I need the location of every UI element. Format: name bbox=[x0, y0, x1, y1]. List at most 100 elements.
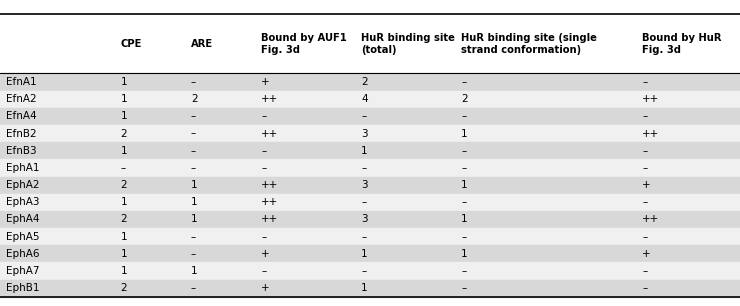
Bar bbox=[0, 14, 740, 73]
Text: –: – bbox=[461, 232, 466, 242]
Text: 1: 1 bbox=[191, 266, 198, 276]
Text: 1: 1 bbox=[121, 94, 127, 104]
Text: HuR binding site
(total): HuR binding site (total) bbox=[361, 33, 455, 54]
Text: 1: 1 bbox=[191, 215, 198, 225]
Bar bbox=[0, 194, 740, 211]
Text: –: – bbox=[642, 111, 648, 121]
Bar bbox=[0, 73, 740, 91]
Text: –: – bbox=[191, 283, 196, 293]
Text: –: – bbox=[261, 146, 266, 156]
Text: –: – bbox=[191, 163, 196, 173]
Text: 1: 1 bbox=[121, 232, 127, 242]
Text: 1: 1 bbox=[191, 197, 198, 207]
Text: 4: 4 bbox=[361, 94, 368, 104]
Text: –: – bbox=[642, 146, 648, 156]
Text: 1: 1 bbox=[461, 215, 468, 225]
Text: 1: 1 bbox=[361, 146, 368, 156]
Text: 1: 1 bbox=[361, 283, 368, 293]
Text: 1: 1 bbox=[121, 111, 127, 121]
Text: –: – bbox=[191, 111, 196, 121]
Text: 1: 1 bbox=[121, 77, 127, 87]
Text: –: – bbox=[261, 111, 266, 121]
Text: 2: 2 bbox=[121, 283, 127, 293]
Text: –: – bbox=[461, 146, 466, 156]
Text: 1: 1 bbox=[121, 266, 127, 276]
Text: CPE: CPE bbox=[121, 39, 142, 49]
Text: ++: ++ bbox=[261, 215, 278, 225]
Text: +: + bbox=[642, 180, 651, 190]
Text: –: – bbox=[261, 232, 266, 242]
Text: –: – bbox=[191, 249, 196, 259]
Text: EphA2: EphA2 bbox=[6, 180, 39, 190]
Text: –: – bbox=[461, 283, 466, 293]
Text: –: – bbox=[642, 163, 648, 173]
Text: +: + bbox=[642, 249, 651, 259]
Text: 1: 1 bbox=[191, 180, 198, 190]
Text: –: – bbox=[361, 111, 366, 121]
Text: EphA3: EphA3 bbox=[6, 197, 39, 207]
Text: ++: ++ bbox=[261, 197, 278, 207]
Text: +: + bbox=[261, 249, 270, 259]
Text: ++: ++ bbox=[261, 94, 278, 104]
Text: 1: 1 bbox=[361, 249, 368, 259]
Text: ARE: ARE bbox=[191, 39, 213, 49]
Text: EphB1: EphB1 bbox=[6, 283, 39, 293]
Text: –: – bbox=[642, 77, 648, 87]
Text: –: – bbox=[191, 232, 196, 242]
Text: –: – bbox=[461, 197, 466, 207]
Text: –: – bbox=[191, 129, 196, 139]
Bar bbox=[0, 142, 740, 159]
Text: EphA4: EphA4 bbox=[6, 215, 39, 225]
Text: 1: 1 bbox=[461, 249, 468, 259]
Text: –: – bbox=[461, 163, 466, 173]
Text: 2: 2 bbox=[191, 94, 198, 104]
Text: –: – bbox=[261, 266, 266, 276]
Text: –: – bbox=[191, 146, 196, 156]
Text: –: – bbox=[121, 163, 126, 173]
Text: 2: 2 bbox=[361, 77, 368, 87]
Text: ++: ++ bbox=[642, 94, 659, 104]
Text: –: – bbox=[461, 111, 466, 121]
Text: 1: 1 bbox=[461, 180, 468, 190]
Bar bbox=[0, 159, 740, 177]
Text: ++: ++ bbox=[261, 129, 278, 139]
Text: EphA7: EphA7 bbox=[6, 266, 39, 276]
Text: 3: 3 bbox=[361, 129, 368, 139]
Text: –: – bbox=[461, 77, 466, 87]
Text: –: – bbox=[361, 266, 366, 276]
Text: EphA5: EphA5 bbox=[6, 232, 39, 242]
Text: +: + bbox=[261, 77, 270, 87]
Text: +: + bbox=[261, 283, 270, 293]
Text: 2: 2 bbox=[121, 215, 127, 225]
Text: 3: 3 bbox=[361, 180, 368, 190]
Text: 1: 1 bbox=[121, 249, 127, 259]
Bar bbox=[0, 177, 740, 194]
Text: EfnB3: EfnB3 bbox=[6, 146, 36, 156]
Text: 2: 2 bbox=[461, 94, 468, 104]
Text: EfnA4: EfnA4 bbox=[6, 111, 36, 121]
Bar bbox=[0, 91, 740, 108]
Text: 2: 2 bbox=[121, 180, 127, 190]
Text: EfnA1: EfnA1 bbox=[6, 77, 36, 87]
Text: Bound by HuR
Fig. 3d: Bound by HuR Fig. 3d bbox=[642, 33, 722, 54]
Text: –: – bbox=[361, 163, 366, 173]
Text: 1: 1 bbox=[121, 146, 127, 156]
Text: EphA6: EphA6 bbox=[6, 249, 39, 259]
Bar bbox=[0, 263, 740, 280]
Text: –: – bbox=[642, 266, 648, 276]
Text: –: – bbox=[361, 197, 366, 207]
Text: 3: 3 bbox=[361, 215, 368, 225]
Text: –: – bbox=[461, 266, 466, 276]
Text: –: – bbox=[191, 77, 196, 87]
Text: EfnA2: EfnA2 bbox=[6, 94, 36, 104]
Text: EphA1: EphA1 bbox=[6, 163, 39, 173]
Text: ++: ++ bbox=[642, 129, 659, 139]
Text: –: – bbox=[642, 283, 648, 293]
Bar bbox=[0, 245, 740, 263]
Text: 1: 1 bbox=[461, 129, 468, 139]
Bar bbox=[0, 280, 740, 297]
Text: 1: 1 bbox=[121, 197, 127, 207]
Bar bbox=[0, 228, 740, 245]
Text: ++: ++ bbox=[642, 215, 659, 225]
Bar bbox=[0, 211, 740, 228]
